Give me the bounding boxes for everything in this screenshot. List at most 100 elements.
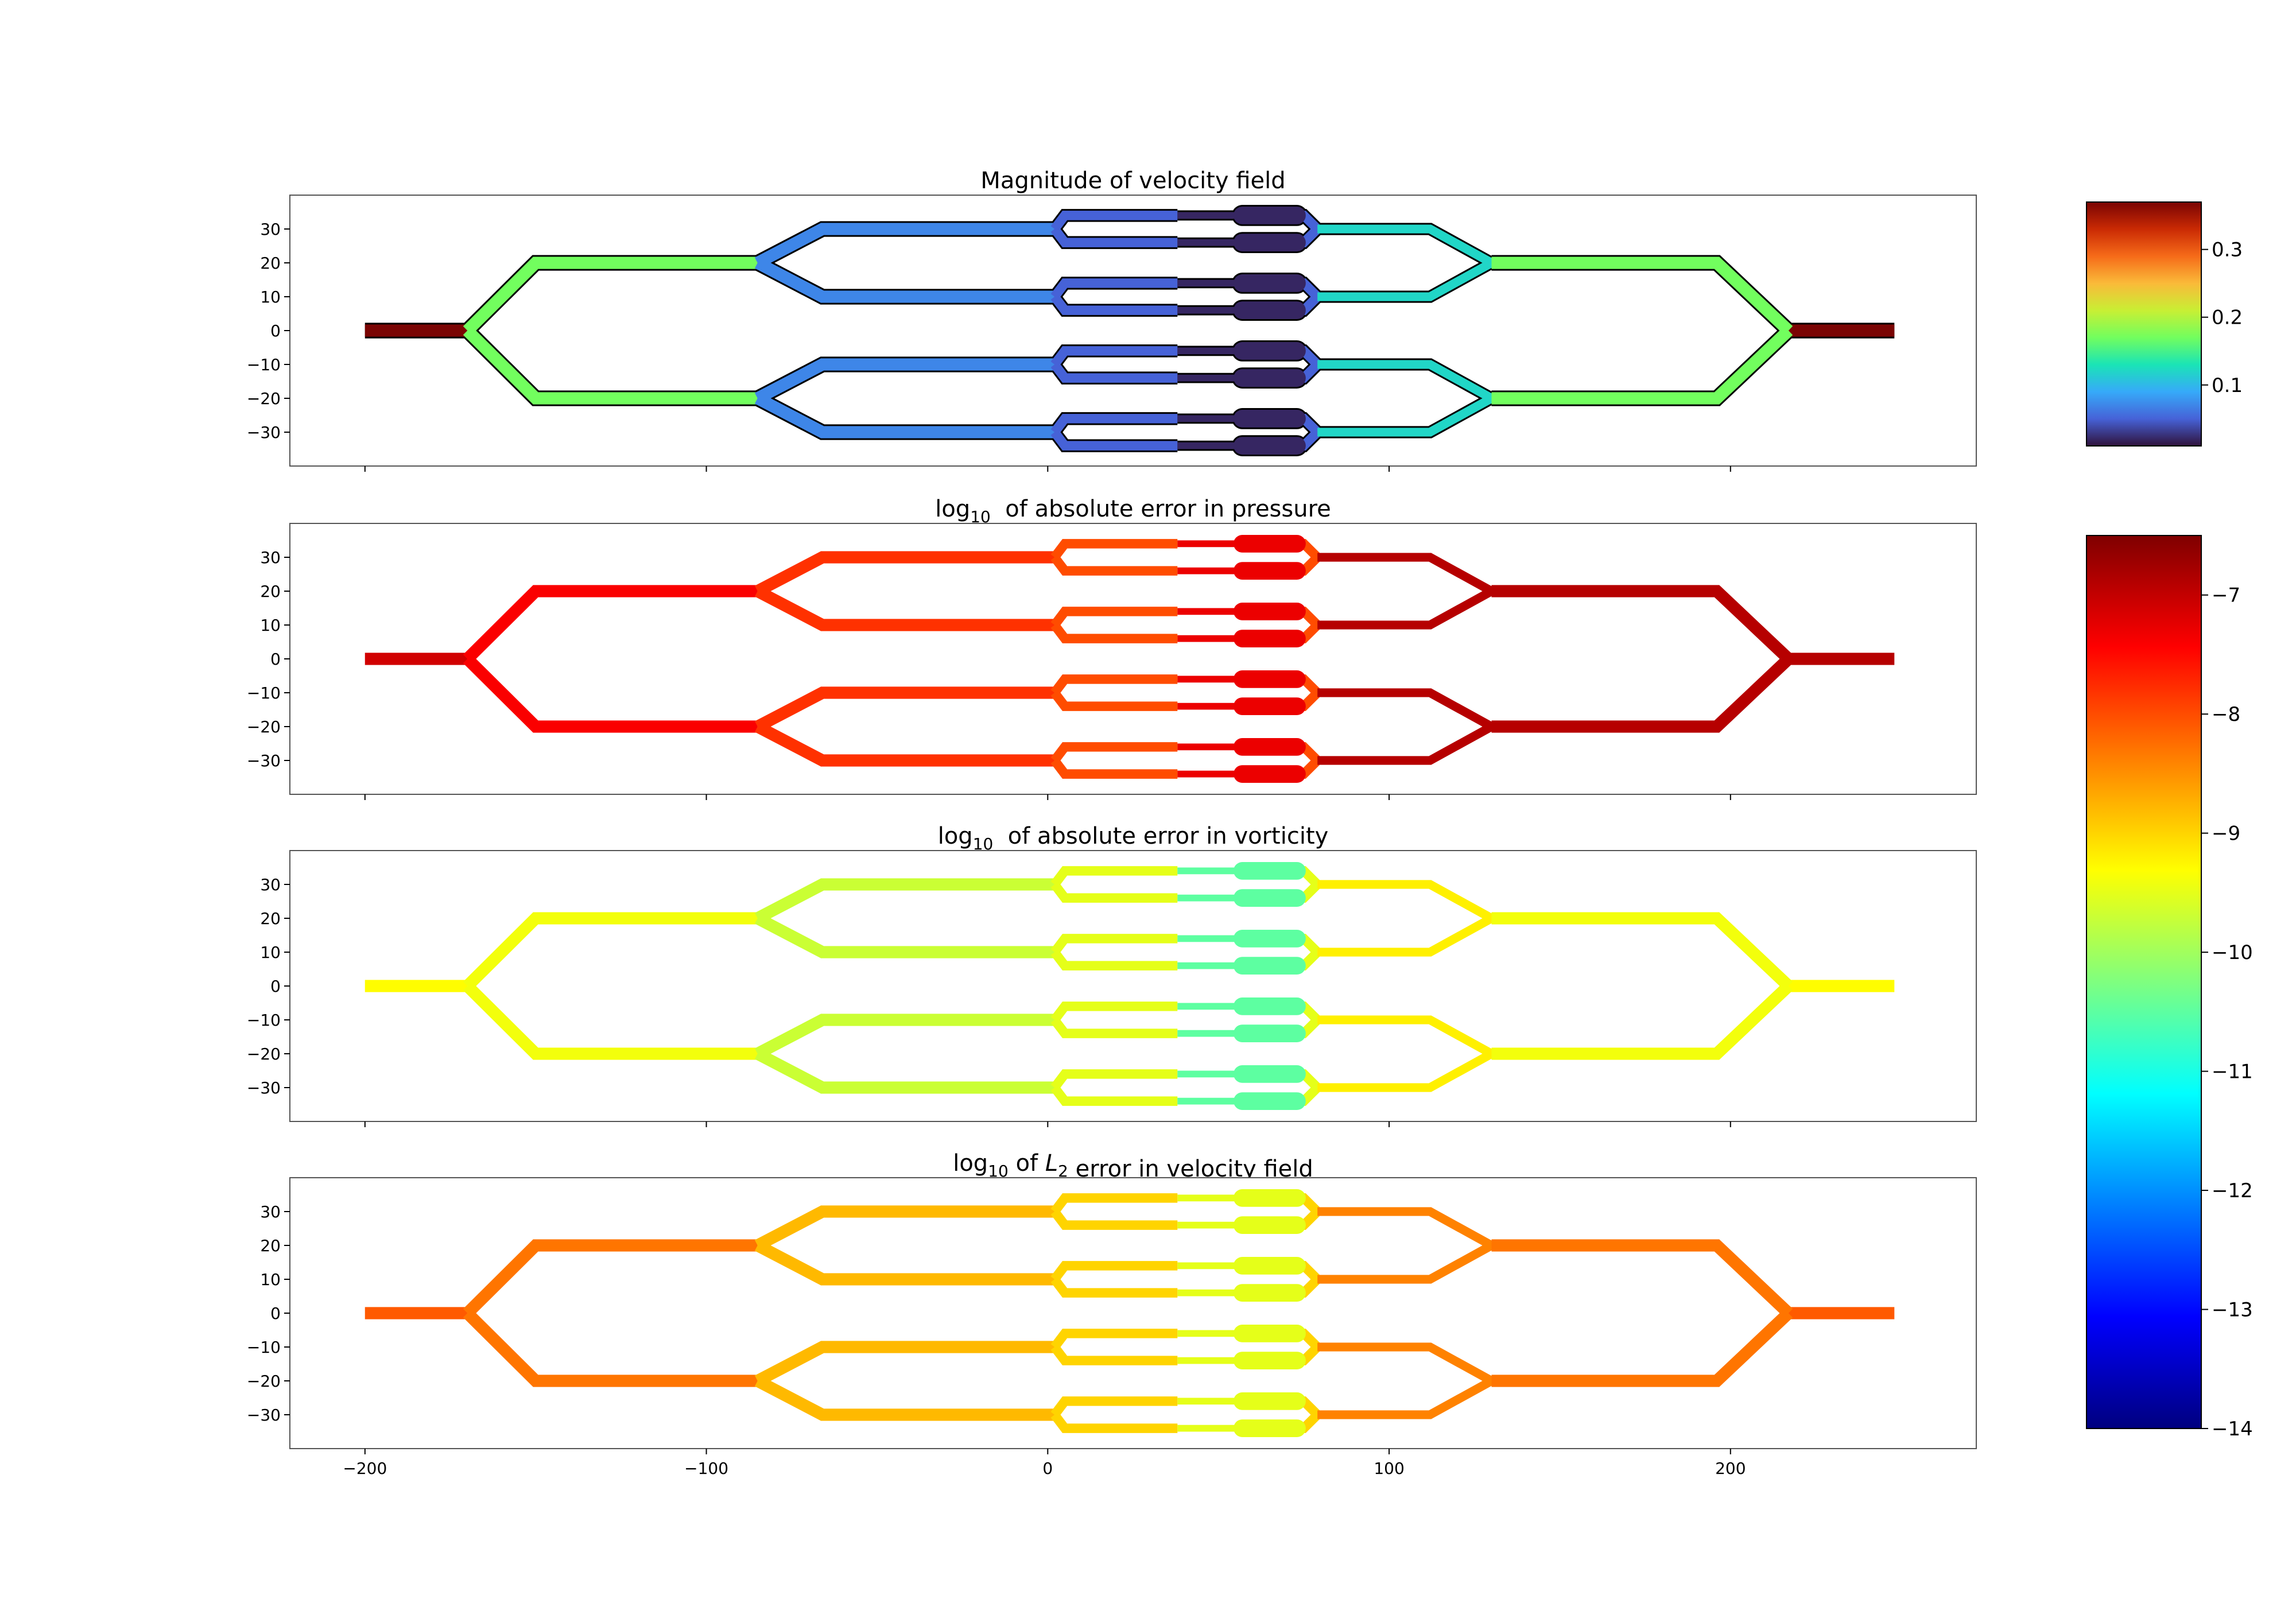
- channel-stage2: [754, 1205, 1055, 1251]
- channel-stage2: [754, 223, 1055, 269]
- channel-stage3: [1050, 1069, 1178, 1090]
- channel-stage3: [1050, 1017, 1178, 1038]
- y-tick-label: −30: [247, 1406, 281, 1424]
- channel-stage3: [1050, 539, 1178, 560]
- channel-stage5: [1317, 880, 1494, 922]
- y-tick-label: 20: [260, 1236, 281, 1255]
- panels: Magnitude of velocity field −30 −20 −10 0 10 2…: [247, 168, 1977, 1478]
- channel-stage1: [463, 585, 758, 663]
- channel-stage5: [1317, 360, 1494, 402]
- y-tick-label: −10: [247, 355, 281, 374]
- channel-stage2: [754, 393, 1055, 438]
- channel-stage1: [463, 981, 758, 1060]
- channel-stage5: [1317, 914, 1494, 957]
- channel-stage5: [1317, 1207, 1494, 1249]
- y-tick-label: −30: [247, 1078, 281, 1097]
- channel-stage6: [1491, 912, 1793, 991]
- colorbar-gradient: [2086, 535, 2202, 1429]
- channel-stage5: [1317, 224, 1494, 267]
- channel-stage3: [1050, 1329, 1178, 1350]
- channel-stage2: [754, 1048, 1055, 1094]
- panel-4: log10 of L2 error in velocity field−30−2…: [247, 1150, 1977, 1478]
- channel-stage3: [1050, 934, 1178, 955]
- axes-frame: [289, 523, 1977, 795]
- colorbar-tick-label: −10: [2212, 941, 2253, 964]
- channel-stage1: [463, 1309, 758, 1387]
- colorbar-tick-label: −11: [2212, 1061, 2253, 1084]
- y-tick-label: 20: [260, 254, 281, 273]
- y-tick-label: −10: [247, 1011, 281, 1030]
- y-tick-label: 30: [260, 1202, 281, 1221]
- channel-stage6: [1491, 1309, 1793, 1387]
- y-tick-label: −20: [247, 1372, 281, 1391]
- channel-stage3: [1050, 1344, 1178, 1365]
- channel-stage6: [1491, 257, 1793, 335]
- channel-stage2: [754, 551, 1055, 597]
- channel-stage3: [1050, 1276, 1178, 1298]
- colorbar-1: 0.1 0.2 0.3: [2086, 201, 2243, 447]
- axes-frame: [289, 195, 1977, 467]
- channel-stage5: [1317, 1015, 1494, 1058]
- channel-stage5: [1317, 1342, 1494, 1385]
- channel-stage5: [1317, 1241, 1494, 1284]
- channel-stage3: [1050, 362, 1178, 383]
- panel-title: log10 of absolute error in pressure: [935, 496, 1331, 526]
- channel-stage1: [463, 654, 758, 733]
- channel-stage3: [1050, 1412, 1178, 1433]
- channel-stage2: [754, 257, 1055, 303]
- channel-stage3: [1050, 1209, 1178, 1230]
- channel-stage3: [1050, 346, 1178, 367]
- channel-stage1: [463, 912, 758, 991]
- y-tick-label: 20: [260, 909, 281, 928]
- channel-stage2: [754, 686, 1055, 732]
- channel-stage3: [1050, 226, 1178, 247]
- channel-stage2: [754, 1375, 1055, 1421]
- panel-2: log10 of absolute error in pressure −30 −2…: [247, 496, 1977, 800]
- x-tick-label: 100: [1374, 1459, 1404, 1478]
- colorbar-tick-label: 0.3: [2212, 239, 2243, 262]
- y-tick-label: 30: [260, 220, 281, 239]
- channel-stage5: [1317, 587, 1494, 630]
- y-tick-label: 0: [270, 1304, 281, 1323]
- x-tick-label: 0: [1042, 1459, 1053, 1478]
- colorbar-tick-label: −14: [2212, 1418, 2253, 1441]
- channel-stage3: [1050, 607, 1178, 628]
- y-tick-label: 0: [270, 650, 281, 669]
- channel-stage5: [1317, 723, 1494, 765]
- channel-stage3: [1050, 674, 1178, 696]
- channel-stage1: [463, 326, 758, 405]
- channel-stage3: [1050, 278, 1178, 300]
- channel-stage5: [1317, 1050, 1494, 1092]
- y-tick-label: −10: [247, 1338, 281, 1357]
- y-tick-label: 10: [260, 288, 281, 306]
- channel-stage3: [1050, 949, 1178, 971]
- channel-stage3: [1050, 211, 1178, 232]
- y-tick-label: 10: [260, 1270, 281, 1289]
- y-tick-label: −20: [247, 1045, 281, 1063]
- channel-stage3: [1050, 758, 1178, 779]
- y-tick-label: 20: [260, 582, 281, 601]
- panel-title: log10 of absolute error in vorticity: [938, 823, 1329, 853]
- channel-stage3: [1050, 882, 1178, 903]
- colorbar-tick-label: −13: [2212, 1299, 2253, 1322]
- channel-stage6: [1491, 585, 1793, 663]
- channel-stage6: [1491, 981, 1793, 1060]
- channel-stage3: [1050, 742, 1178, 763]
- channel-stage1: [463, 257, 758, 335]
- y-tick-label: 0: [270, 977, 281, 996]
- y-tick-label: 30: [260, 875, 281, 894]
- panel-3: log10 of absolute error in vorticity −30 −…: [247, 823, 1977, 1127]
- channel-stage3: [1050, 429, 1178, 451]
- colorbar-2: −7 −8 −9 −10 −11 −12 −13 −14: [2086, 535, 2253, 1441]
- y-tick-label: −30: [247, 423, 281, 442]
- panel-title: Magnitude of velocity field: [980, 168, 1285, 194]
- channel-stage3: [1050, 1193, 1178, 1214]
- channel-stage3: [1050, 622, 1178, 643]
- channel-stage2: [754, 1341, 1055, 1387]
- colorbar-tick-label: −9: [2212, 822, 2240, 845]
- y-tick-label: −30: [247, 751, 281, 770]
- y-tick-label: 30: [260, 548, 281, 567]
- channel-stage5: [1317, 259, 1494, 301]
- channel-stage6: [1491, 654, 1793, 733]
